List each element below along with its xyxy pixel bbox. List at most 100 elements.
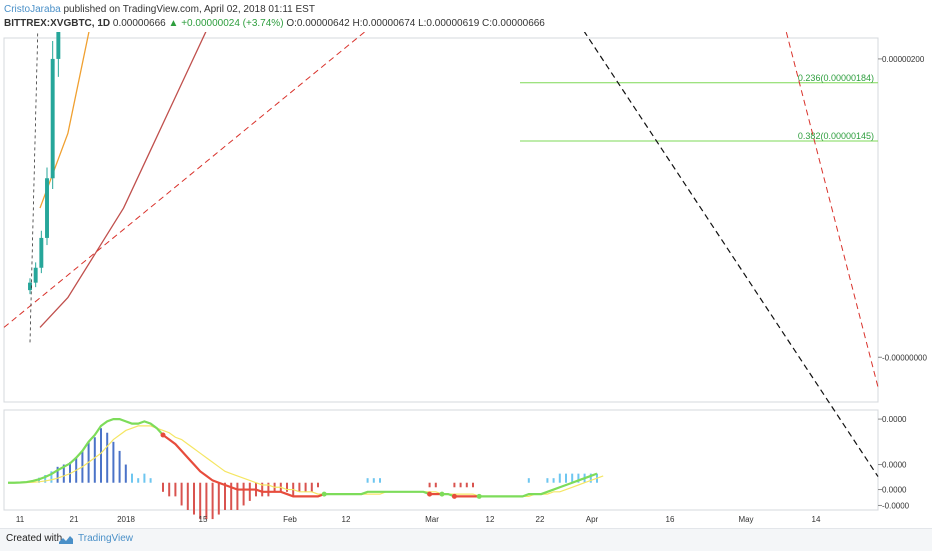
time-axis-label: 12 xyxy=(342,515,351,524)
macd-histogram-bar xyxy=(149,478,152,483)
moving-average-orange xyxy=(39,32,90,209)
macd-histogram-bar xyxy=(379,478,381,483)
candle-body xyxy=(33,267,38,283)
macd-axis-label: -0.0000 xyxy=(882,501,910,510)
macd-histogram-bar xyxy=(558,473,561,483)
macd-histogram-bar xyxy=(428,482,431,488)
macd-line-segment xyxy=(324,490,430,496)
macd-histogram-bar xyxy=(217,482,220,515)
author-link[interactable]: CristoJaraba xyxy=(4,4,61,15)
footer-bar: Created with TradingView xyxy=(0,528,932,551)
ohlc-values: O:0.00000642 H:0.00000674 L:0.00000619 C… xyxy=(286,18,545,29)
channel-lower-black xyxy=(583,32,879,477)
time-axis-label: 14 xyxy=(812,515,821,524)
time-axis-label: 11 xyxy=(16,515,25,524)
fib-anchor-line xyxy=(29,32,39,343)
macd-histogram-bar xyxy=(174,482,177,497)
macd-line-segment xyxy=(8,417,164,484)
macd-histogram-bar xyxy=(62,464,65,483)
tradingview-logo-icon xyxy=(59,536,73,544)
macd-histogram-bar xyxy=(434,482,437,488)
macd-histogram-bar xyxy=(162,482,164,492)
moving-average-red xyxy=(39,32,207,328)
last-price: 0.00000666 xyxy=(112,18,166,29)
symbol-label: BITTREX:XVGBTC, 1D xyxy=(4,18,111,29)
time-axis-label: 12 xyxy=(486,515,495,524)
macd-histogram-bar xyxy=(552,478,555,483)
macd-histogram-bar xyxy=(571,473,574,483)
macd-histogram-bar xyxy=(180,482,183,506)
macd-histogram-bar xyxy=(168,482,171,497)
macd-histogram-bar xyxy=(267,482,270,497)
macd-histogram-bar xyxy=(230,482,233,510)
macd-histogram-bar xyxy=(205,482,208,520)
macd-histogram-bar xyxy=(372,478,375,483)
macd-axis-label: 0.0000 xyxy=(882,415,907,424)
macd-histogram-bar xyxy=(112,441,115,483)
macd-histogram-bar xyxy=(261,482,264,497)
trendline-red-up xyxy=(3,32,366,328)
macd-histogram-bar xyxy=(310,482,313,492)
macd-histogram-bar xyxy=(236,482,239,510)
candle-body xyxy=(50,58,55,179)
macd-histogram-bar xyxy=(44,475,47,483)
macd-histogram-bar xyxy=(298,482,301,492)
time-axis-label: Mar xyxy=(425,515,439,524)
macd-histogram-bar xyxy=(286,482,288,492)
fib-label-right: 0.382(0.00000145) xyxy=(798,131,874,141)
macd-line-segment xyxy=(162,434,325,498)
time-axis-label: Feb xyxy=(283,515,297,524)
macd-histogram-bar xyxy=(211,482,214,520)
candle-body xyxy=(39,237,44,268)
macd-histogram-bar xyxy=(304,482,307,492)
macd-histogram-bar xyxy=(50,471,53,483)
macd-histogram-bar xyxy=(248,482,251,501)
macd-histogram-bar xyxy=(100,428,102,483)
price-chart-canvas[interactable]: 0.000020000.000018000.000016000.00001400… xyxy=(0,32,932,528)
macd-histogram-bar xyxy=(224,482,226,510)
macd-histogram-bar xyxy=(93,437,96,483)
macd-histogram-bar xyxy=(366,478,369,483)
macd-axis-label: 0.0000 xyxy=(882,461,907,470)
chart-header: CristoJaraba published on TradingView.co… xyxy=(0,0,932,32)
candle-body xyxy=(28,282,32,291)
macd-histogram-bar xyxy=(459,482,462,488)
publish-info: published on TradingView.com, April 02, … xyxy=(63,4,315,15)
macd-histogram-bar xyxy=(56,466,59,483)
macd-histogram-bar xyxy=(577,473,580,483)
macd-histogram-bar xyxy=(527,478,530,483)
macd-histogram-bar xyxy=(589,473,592,483)
time-axis-label: Apr xyxy=(586,515,599,524)
price-pane-border xyxy=(3,37,879,403)
macd-histogram-bar xyxy=(118,450,121,483)
macd-histogram-bar xyxy=(565,473,567,483)
macd-histogram-bar xyxy=(242,482,245,506)
macd-histogram-bar xyxy=(131,473,133,483)
macd-histogram-bar xyxy=(453,482,456,488)
macd-axis-label: 0.0000 xyxy=(882,486,907,495)
macd-histogram-bar xyxy=(106,432,109,483)
change-arrow-icon: ▲ xyxy=(168,18,179,29)
macd-line-segment xyxy=(479,472,598,498)
candle-body xyxy=(45,178,49,238)
macd-histogram-bar xyxy=(124,464,127,483)
time-axis-label: May xyxy=(738,515,753,524)
candle-body xyxy=(56,32,61,59)
macd-histogram-bar xyxy=(69,462,71,483)
price-axis-label: 0.00000200 xyxy=(882,55,925,64)
time-axis-label: 2018 xyxy=(117,515,135,524)
macd-histogram-bar xyxy=(143,473,146,483)
macd-histogram-bar xyxy=(137,478,140,483)
tradingview-brand[interactable]: TradingView xyxy=(78,533,134,544)
time-axis-label: 16 xyxy=(666,515,675,524)
macd-histogram-bar xyxy=(186,482,189,510)
price-change: +0.00000024 (+3.74%) xyxy=(181,18,284,29)
price-axis-label: -0.00000000 xyxy=(882,353,927,362)
time-axis-label: 22 xyxy=(536,515,545,524)
symbol-line: BITTREX:XVGBTC, 1D 0.00000666 ▲ +0.00000… xyxy=(4,18,545,29)
macd-histogram-bar xyxy=(317,482,319,488)
macd-histogram-bar xyxy=(546,478,549,483)
macd-pane-border xyxy=(3,409,879,511)
macd-histogram-bar xyxy=(472,482,474,488)
macd-histogram-bar xyxy=(193,482,195,515)
